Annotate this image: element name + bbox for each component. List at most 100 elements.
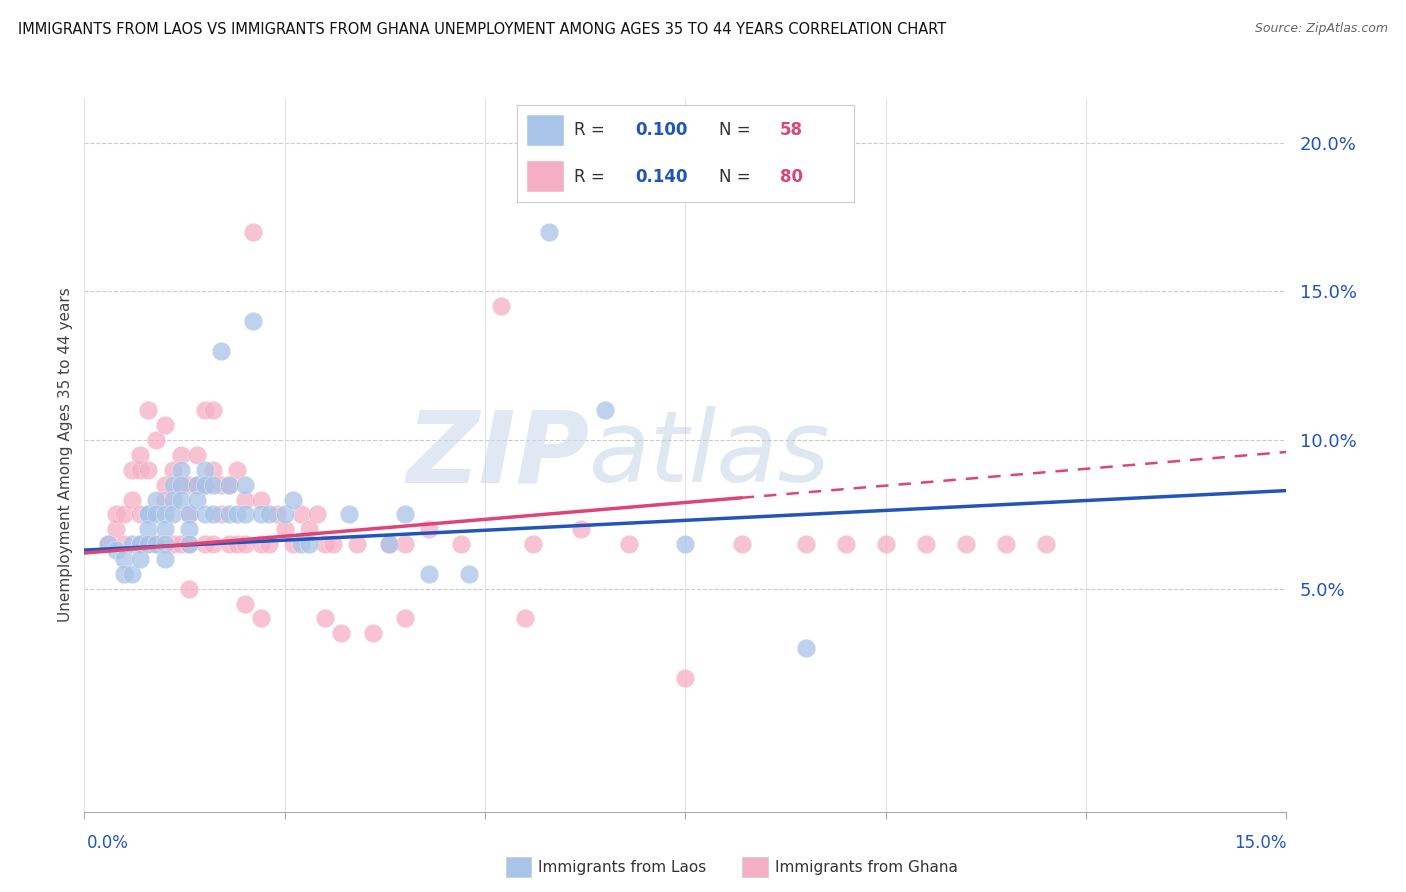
Point	[225, 537, 247, 551]
Point	[169, 492, 191, 507]
Point	[194, 403, 217, 417]
Point	[162, 463, 184, 477]
Point	[249, 537, 271, 551]
Point	[177, 508, 200, 522]
Point	[209, 343, 232, 358]
Point	[129, 537, 152, 551]
Point	[201, 477, 224, 491]
Point	[298, 522, 321, 536]
Point	[522, 537, 544, 551]
Point	[515, 611, 537, 625]
Point	[114, 508, 135, 522]
Point	[266, 508, 288, 522]
Point	[233, 492, 256, 507]
Point	[194, 477, 217, 491]
Point	[1035, 537, 1057, 551]
Point	[153, 492, 176, 507]
Point	[121, 537, 143, 551]
Point	[169, 448, 191, 462]
Point	[129, 508, 152, 522]
Point	[314, 611, 336, 625]
Point	[153, 508, 176, 522]
Point	[138, 537, 160, 551]
Point	[249, 611, 271, 625]
Point	[218, 477, 240, 491]
Point	[186, 492, 208, 507]
Point	[186, 477, 208, 491]
Point	[201, 508, 224, 522]
Point	[121, 463, 143, 477]
Point	[97, 537, 120, 551]
Point	[835, 537, 858, 551]
Point	[153, 522, 176, 536]
Point	[186, 477, 208, 491]
Point	[121, 566, 143, 581]
Point	[194, 477, 217, 491]
Point	[378, 537, 401, 551]
Point	[138, 522, 160, 536]
Point	[177, 477, 200, 491]
Point	[121, 492, 143, 507]
Point	[114, 566, 135, 581]
Point	[955, 537, 977, 551]
Point	[177, 582, 200, 596]
Point	[875, 537, 897, 551]
Point	[418, 566, 440, 581]
Point	[138, 463, 160, 477]
Point	[138, 508, 160, 522]
Point	[305, 508, 328, 522]
Point	[298, 537, 321, 551]
Point	[450, 537, 472, 551]
Point	[730, 537, 752, 551]
Point	[337, 508, 360, 522]
Point	[153, 418, 176, 433]
Point	[129, 537, 152, 551]
Point	[290, 537, 312, 551]
Text: ZIP: ZIP	[406, 407, 589, 503]
Point	[233, 477, 256, 491]
Point	[595, 403, 617, 417]
Point	[105, 522, 128, 536]
Point	[209, 508, 232, 522]
Point	[153, 477, 176, 491]
Point	[675, 537, 697, 551]
Text: 0.0%: 0.0%	[87, 834, 129, 852]
Point	[138, 403, 160, 417]
Text: atlas: atlas	[589, 407, 831, 503]
Point	[201, 463, 224, 477]
Point	[169, 463, 191, 477]
Point	[177, 537, 200, 551]
Text: Source: ZipAtlas.com: Source: ZipAtlas.com	[1254, 22, 1388, 36]
Point	[314, 537, 336, 551]
Point	[394, 508, 416, 522]
Point	[177, 508, 200, 522]
Point	[569, 522, 592, 536]
Text: IMMIGRANTS FROM LAOS VS IMMIGRANTS FROM GHANA UNEMPLOYMENT AMONG AGES 35 TO 44 Y: IMMIGRANTS FROM LAOS VS IMMIGRANTS FROM …	[18, 22, 946, 37]
Point	[274, 508, 297, 522]
Point	[794, 537, 817, 551]
Point	[153, 552, 176, 566]
Y-axis label: Unemployment Among Ages 35 to 44 years: Unemployment Among Ages 35 to 44 years	[58, 287, 73, 623]
Point	[322, 537, 344, 551]
Point	[281, 537, 304, 551]
Point	[129, 463, 152, 477]
Point	[177, 537, 200, 551]
Point	[145, 433, 167, 447]
Point	[242, 314, 264, 328]
Point	[619, 537, 641, 551]
Point	[378, 537, 401, 551]
Point	[169, 477, 191, 491]
Point	[209, 477, 232, 491]
Point	[233, 508, 256, 522]
Point	[218, 508, 240, 522]
Point	[177, 522, 200, 536]
Point	[169, 537, 191, 551]
Point	[274, 522, 297, 536]
Point	[249, 508, 271, 522]
Point	[194, 508, 217, 522]
Point	[162, 537, 184, 551]
Point	[201, 537, 224, 551]
Point	[201, 403, 224, 417]
Point	[794, 641, 817, 656]
Text: 15.0%: 15.0%	[1234, 834, 1286, 852]
